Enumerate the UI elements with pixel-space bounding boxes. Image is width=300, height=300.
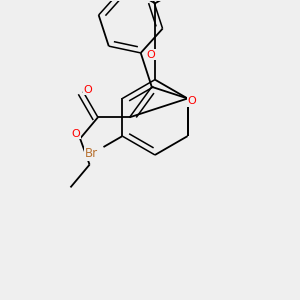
Text: O: O <box>72 129 80 139</box>
Text: O: O <box>187 97 196 106</box>
Text: O: O <box>84 85 92 94</box>
Text: O: O <box>147 50 155 60</box>
Text: Br: Br <box>85 148 98 160</box>
